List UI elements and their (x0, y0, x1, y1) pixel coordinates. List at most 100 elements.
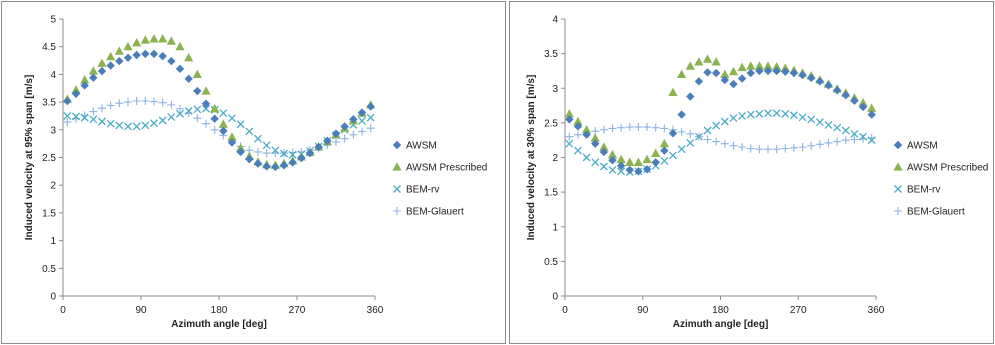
axes: 0 0.5 1 1.5 2 2.5 3 3.5 4 4.5 5 0 90 180 270 360 (42, 15, 384, 317)
data-point-bem-glauert (824, 138, 833, 147)
data-point-awsm (63, 96, 72, 106)
data-point-bem-rv (781, 109, 790, 118)
data-point-awsm (149, 49, 159, 59)
legend-label-awsm: AWSM (907, 141, 938, 152)
data-point-awsm-prescribed (720, 69, 730, 78)
data-point-awsm (175, 64, 185, 74)
data-point-bem-rv (63, 111, 72, 120)
data-point-bem-rv (694, 132, 703, 141)
data-point-bem-glauert (89, 107, 98, 116)
data-point-awsm (193, 86, 202, 96)
data-point-bem-rv (599, 162, 608, 171)
data-point-bem-glauert (599, 125, 608, 134)
legend-marker-bem-glauert (393, 207, 401, 215)
data-point-awsm-prescribed (590, 133, 600, 142)
legend-label-awsm: AWSM (406, 141, 437, 152)
data-point-bem-glauert (703, 135, 712, 144)
data-point-bem-rv (755, 109, 764, 118)
data-point-bem-glauert (193, 114, 202, 123)
data-point-awsm-prescribed (149, 34, 159, 43)
series-bem-rv (63, 104, 375, 159)
data-point-awsm (158, 51, 167, 61)
data-point-awsm-prescribed (746, 61, 756, 70)
data-point-bem-rv (798, 113, 807, 122)
x-tick-label: 360 (868, 305, 885, 316)
data-point-bem-rv (686, 138, 695, 147)
data-point-awsm-prescribed (573, 116, 583, 126)
data-point-bem-glauert (106, 101, 115, 110)
data-point-awsm (668, 129, 678, 138)
y-tick-label: 0 (552, 292, 558, 303)
data-point-bem-rv (72, 112, 80, 121)
data-point-awsm-prescribed (158, 34, 168, 43)
y-tick-label: 3.5 (42, 98, 56, 109)
data-point-bem-rv (850, 129, 859, 138)
x-tick-label: 0 (60, 305, 66, 316)
data-point-bem-glauert (720, 139, 729, 148)
data-point-awsm-prescribed (581, 125, 592, 134)
data-point-awsm-prescribed (236, 143, 246, 152)
y-tick-label: 1.5 (544, 188, 558, 199)
data-point-awsm-prescribed (728, 66, 739, 76)
y-tick-label: 2 (50, 181, 56, 192)
data-point-awsm (651, 158, 660, 167)
data-point-awsm-prescribed (642, 154, 652, 164)
data-point-awsm (89, 73, 98, 82)
data-point-bem-glauert (850, 135, 859, 144)
data-point-bem-rv (115, 121, 124, 130)
y-tick-label: 3 (552, 84, 558, 95)
data-point-bem-rv (608, 166, 617, 174)
data-point-bem-glauert (608, 124, 617, 133)
data-point-bem-rv (565, 139, 574, 148)
data-point-bem-rv (824, 120, 833, 129)
plot-area (564, 54, 877, 177)
legend-label-awsm-prescribed: AWSM Prescribed (406, 163, 487, 174)
data-point-bem-rv (98, 117, 106, 126)
data-point-awsm (97, 66, 107, 76)
data-point-awsm (599, 147, 609, 157)
data-point-bem-glauert (167, 100, 176, 109)
data-point-awsm-prescribed (71, 85, 81, 94)
data-point-bem-rv (573, 146, 582, 155)
data-point-awsm (331, 129, 341, 138)
data-point-bem-rv (202, 104, 210, 113)
data-point-bem-glauert (332, 137, 340, 146)
legend-label-bem-rv: BEM-rv (406, 185, 439, 196)
data-point-bem-rv (669, 151, 677, 160)
y-tick-label: 1 (552, 222, 558, 233)
data-point-bem-glauert (358, 127, 366, 136)
chart-frame (1, 1, 506, 344)
x-tick-label: 90 (135, 305, 147, 316)
data-point-awsm-prescribed (97, 58, 107, 67)
chart-95-span-svg: 0 0.5 1 1.5 2 2.5 3 3.5 4 4.5 5 0 90 180 270 360 Azimuth… (24, 15, 487, 331)
data-point-awsm (314, 142, 323, 152)
data-point-bem-glauert (254, 147, 262, 156)
data-point-awsm (210, 114, 219, 123)
data-point-awsm (262, 162, 271, 171)
x-tick-label: 180 (712, 305, 729, 316)
data-point-awsm (323, 136, 332, 146)
y-axis-title: Induced velocity at 95% span [m/s] (24, 75, 35, 241)
data-point-awsm-prescribed (625, 157, 635, 166)
data-point-bem-rv (712, 121, 721, 130)
data-point-awsm (815, 77, 825, 86)
data-point-awsm (245, 154, 254, 164)
data-point-awsm (660, 146, 669, 155)
data-point-awsm (297, 153, 306, 163)
data-point-awsm-prescribed (175, 41, 185, 51)
chart-frame (509, 1, 994, 344)
x-tick-label: 360 (367, 305, 384, 316)
data-point-bem-glauert (625, 123, 634, 132)
data-point-bem-rv (141, 121, 150, 130)
data-point-bem-glauert (366, 124, 375, 133)
legend-marker-bem-glauert (894, 207, 902, 215)
data-point-bem-rv (772, 109, 781, 118)
data-point-awsm (789, 68, 799, 78)
y-tick-label: 5 (50, 15, 56, 26)
data-point-bem-rv (228, 114, 236, 123)
data-point-awsm (850, 96, 859, 105)
data-point-awsm (694, 77, 704, 86)
data-point-awsm-prescribed (140, 35, 150, 44)
data-point-awsm (634, 167, 643, 176)
data-point-awsm (841, 90, 850, 100)
